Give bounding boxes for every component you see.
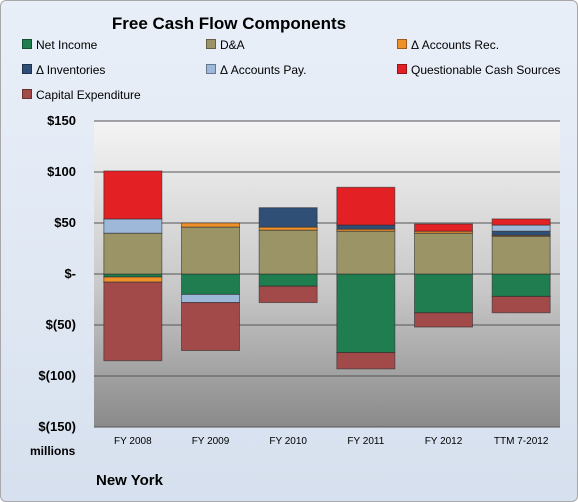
- legend-label: D&A: [220, 38, 245, 52]
- legend-label: Δ Inventories: [36, 63, 106, 77]
- legend-label: Δ Accounts Pay.: [220, 63, 307, 77]
- bar-segment: [491, 218, 551, 226]
- bar-segment: [103, 218, 163, 234]
- bar-segment: [103, 276, 163, 283]
- x-tick-label: FY 2008: [114, 436, 152, 447]
- bar-segment: [103, 232, 163, 275]
- legend-item: Δ Accounts Rec.: [397, 38, 499, 52]
- bar-segment: [181, 273, 240, 295]
- bar-segment: [491, 230, 551, 236]
- legend-item: D&A: [206, 38, 245, 52]
- y-tick-label: $-: [64, 266, 76, 281]
- company-name: New York: [96, 472, 163, 489]
- x-tick-label: TTM 7-2012: [494, 436, 549, 447]
- bar-segment: [336, 352, 396, 370]
- legend-swatch: [397, 39, 407, 49]
- legend-item: Capital Expenditure: [22, 88, 141, 102]
- legend-label: Net Income: [36, 38, 98, 52]
- bar-segment: [414, 312, 473, 328]
- bar-segment: [491, 235, 551, 275]
- bar-segment: [258, 285, 318, 304]
- bar-segment: [181, 226, 240, 275]
- bar-segment: [336, 186, 396, 226]
- legend-label: Questionable Cash Sources: [411, 63, 561, 77]
- legend-label: Δ Accounts Rec.: [411, 38, 500, 52]
- bar-segment: [336, 224, 396, 230]
- x-tick-label: FY 2010: [269, 436, 307, 447]
- bar-segment: [181, 302, 240, 351]
- x-tick-label: FY 2009: [192, 436, 230, 447]
- bar-segment: [103, 281, 163, 362]
- chart-title: Free Cash Flow Components: [111, 14, 347, 33]
- bar-segment: [414, 232, 473, 275]
- y-tick-label: $(100): [38, 368, 76, 383]
- x-tick-label: FY 2012: [425, 436, 463, 447]
- x-tick-label: FY 2011: [347, 436, 384, 447]
- units-label: millions: [30, 444, 76, 458]
- bar-segment: [491, 224, 551, 232]
- y-tick-label: $100: [47, 164, 76, 179]
- bar-segment: [258, 207, 318, 228]
- legend-swatch: [206, 64, 216, 74]
- legend-swatch: [22, 64, 32, 74]
- legend-item: Δ Inventories: [22, 63, 105, 77]
- bar-segment: [258, 229, 318, 275]
- y-tick-label: $(150): [38, 419, 76, 434]
- y-tick-label: $(50): [45, 317, 76, 332]
- legend-item: Questionable Cash Sources: [397, 63, 560, 77]
- bar-segment: [181, 293, 240, 304]
- bar-segment: [414, 273, 473, 314]
- bar-segment: [336, 273, 396, 354]
- bar-segment: [491, 295, 551, 314]
- y-tick-label: $50: [54, 215, 76, 230]
- y-tick-label: $150: [47, 113, 76, 128]
- bar-segment: [491, 273, 551, 297]
- legend-swatch: [206, 39, 216, 49]
- bar-segment: [258, 273, 318, 287]
- legend-item: Net Income: [22, 38, 97, 52]
- bar-segment: [414, 223, 473, 232]
- legend-item: Δ Accounts Pay.: [206, 63, 307, 77]
- legend-swatch: [22, 39, 32, 49]
- legend-swatch: [22, 89, 32, 99]
- legend-swatch: [397, 64, 407, 74]
- legend-label: Capital Expenditure: [36, 88, 141, 102]
- bar-segment: [103, 170, 163, 220]
- bar-segment: [336, 230, 396, 275]
- bar-segment: [181, 222, 240, 228]
